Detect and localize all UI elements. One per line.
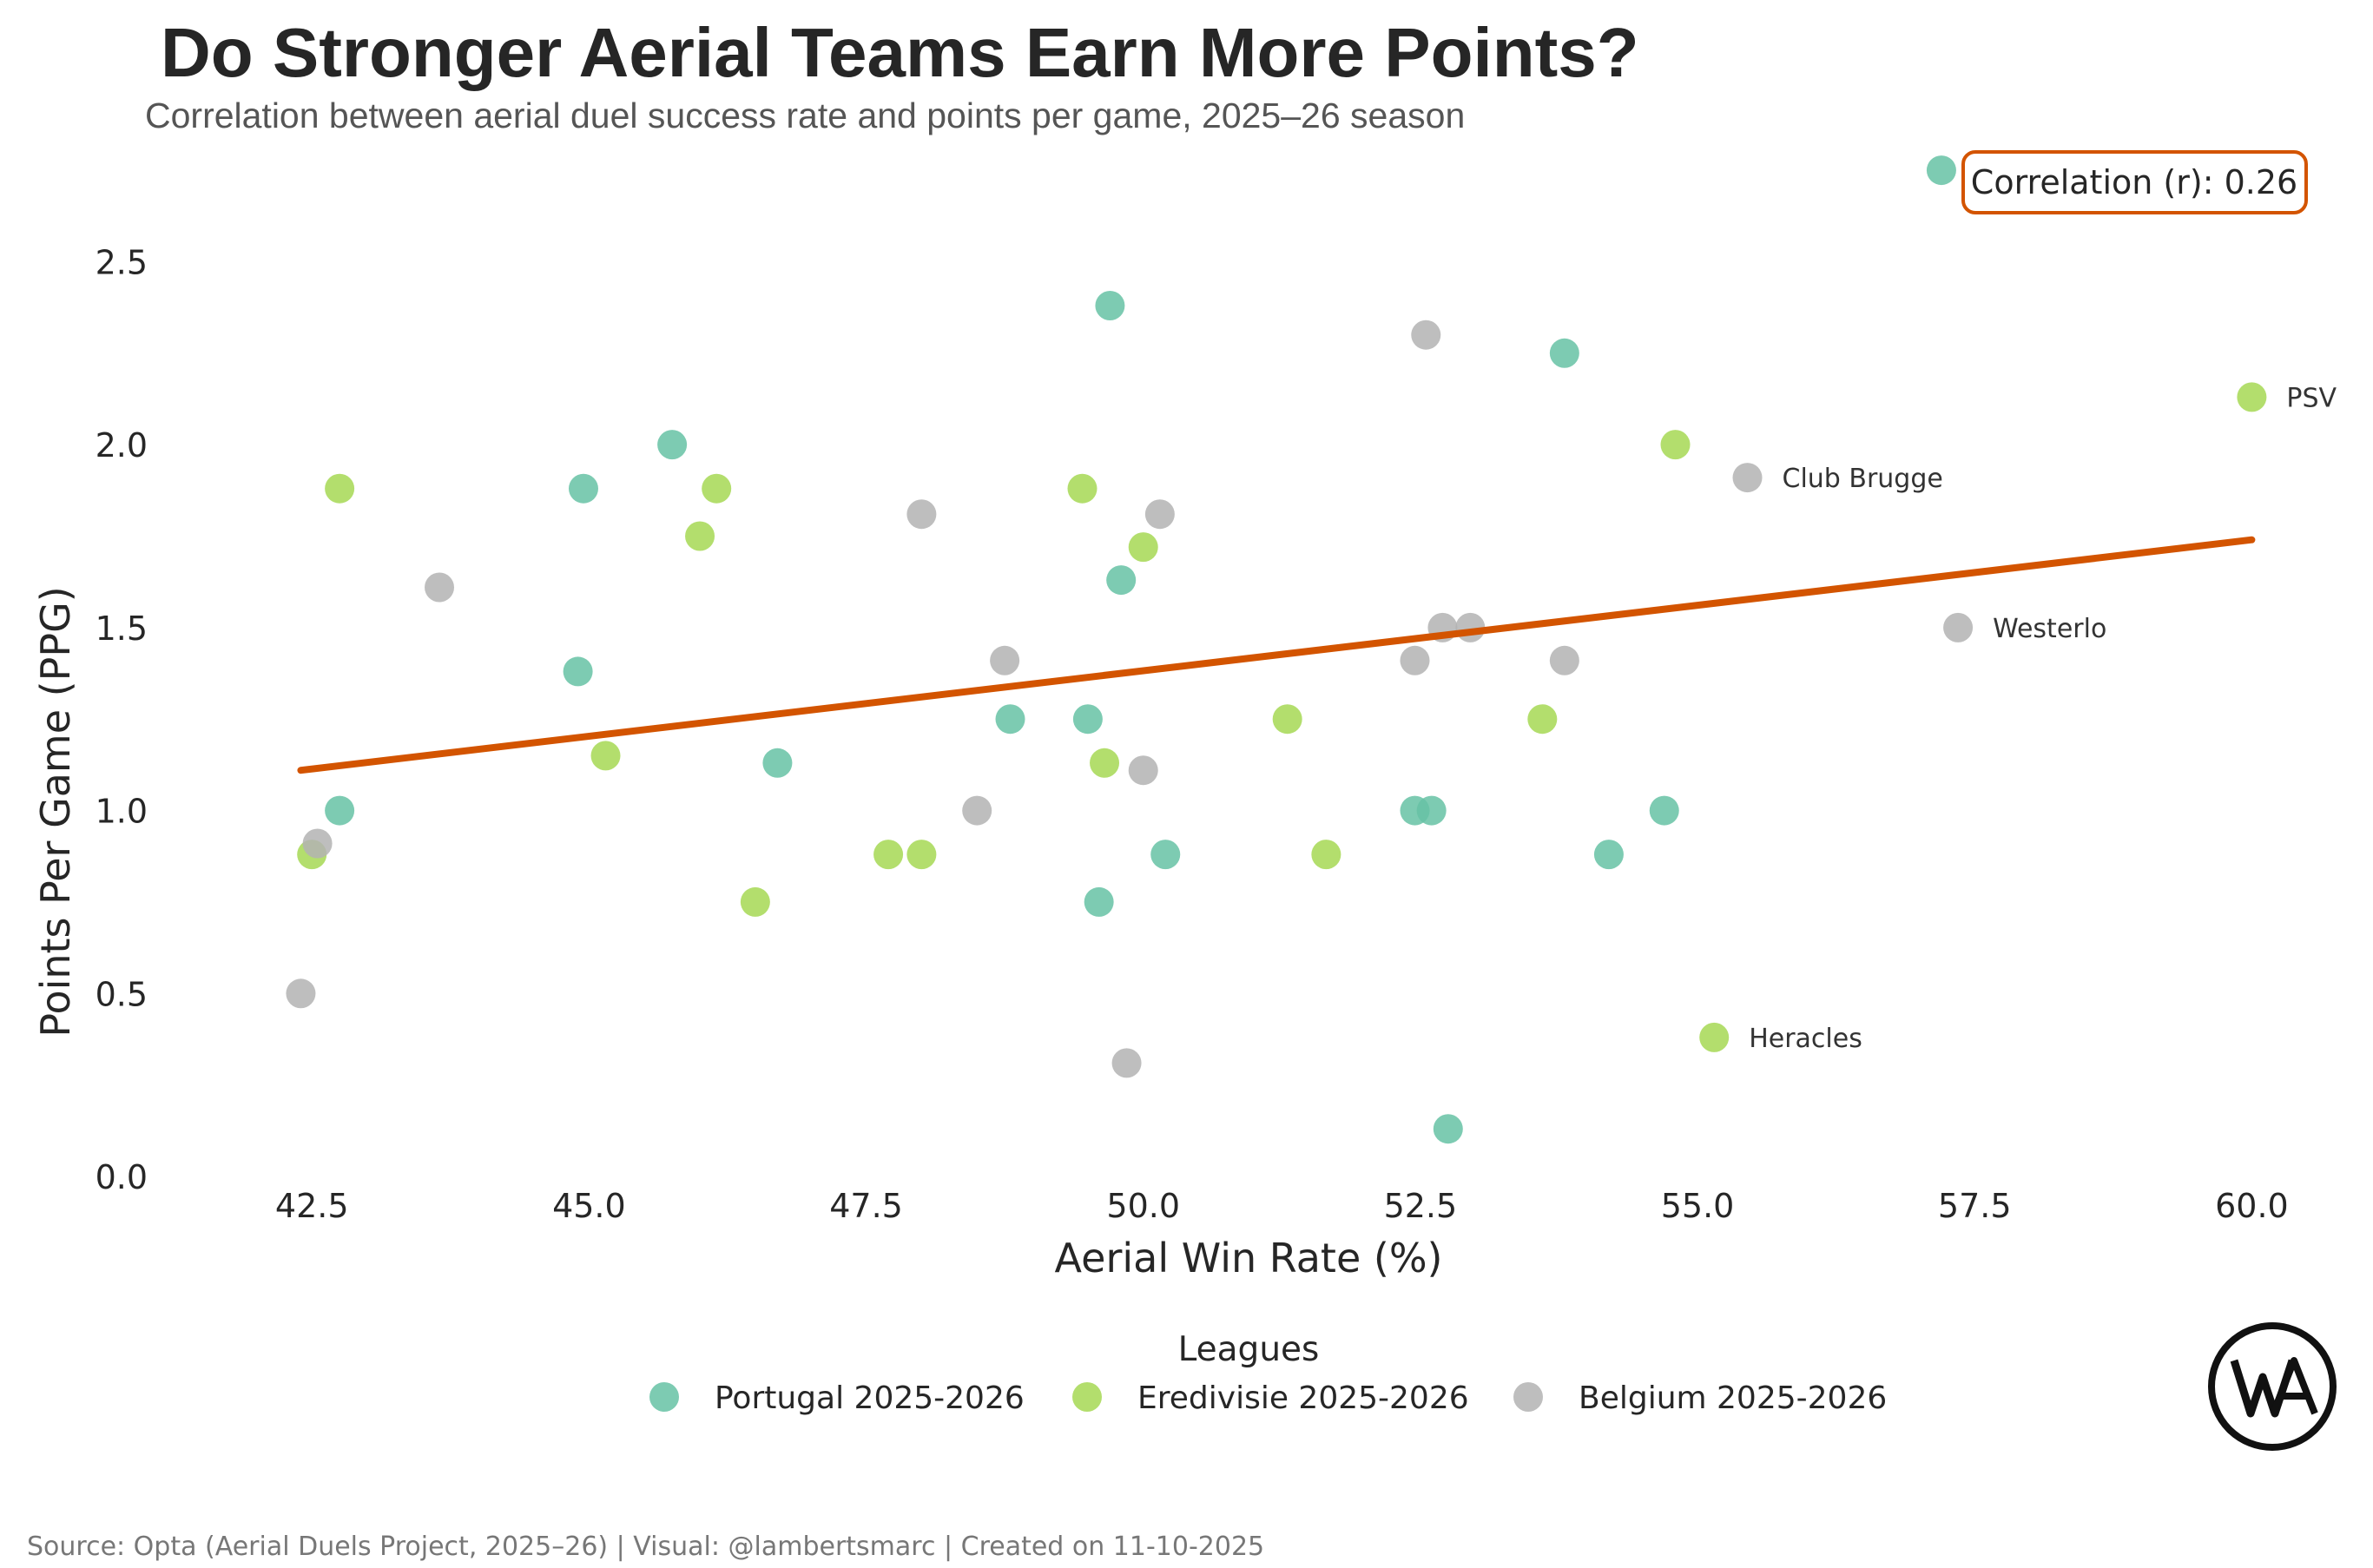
correlation-box: Correlation (r): 0.26 <box>1961 150 2308 214</box>
chart-title: Do Stronger Aerial Teams Earn More Point… <box>161 14 1639 91</box>
data-point <box>1150 840 1181 870</box>
data-point <box>740 886 770 917</box>
data-point <box>1311 840 1341 870</box>
x-tick-label: 55.0 <box>1661 1187 1735 1225</box>
data-point <box>1411 320 1441 350</box>
y-tick-label: 1.5 <box>96 609 148 648</box>
y-tick-label: 2.5 <box>96 243 148 281</box>
data-point <box>685 521 715 551</box>
data-point <box>702 473 732 504</box>
legend-label: Eredivisie 2025-2026 <box>1137 1380 1469 1416</box>
data-point <box>1527 704 1558 735</box>
data-point <box>1699 1022 1730 1052</box>
data-point <box>1111 1048 1142 1078</box>
trend-line <box>297 536 2256 774</box>
data-point <box>1400 645 1430 675</box>
data-point <box>2237 382 2267 412</box>
data-point <box>1090 748 1120 778</box>
x-tick-label: 42.5 <box>275 1187 349 1225</box>
legend-marker <box>1072 1382 1102 1412</box>
data-point <box>873 840 904 870</box>
y-tick-label: 1.0 <box>96 793 148 831</box>
data-point <box>1084 886 1114 917</box>
logo-ring <box>2208 1322 2337 1451</box>
data-point <box>1128 755 1158 786</box>
data-point <box>1943 612 1974 642</box>
data-point <box>1067 473 1098 504</box>
x-tick-label: 45.0 <box>552 1187 626 1225</box>
y-tick-label: 2.0 <box>96 426 148 464</box>
data-point <box>962 795 992 826</box>
data-point <box>425 572 455 603</box>
point-annotations: PSV Heracles Club Brugge Westerlo <box>1749 383 2337 1054</box>
legend-label: Portugal 2025-2026 <box>715 1380 1025 1416</box>
x-tick-label: 60.0 <box>2215 1187 2289 1225</box>
legend: Portugal 2025-2026 Eredivisie 2025-2026 Be… <box>649 1380 1887 1416</box>
x-axis-ticks: 42.5 45.0 47.5 50.0 52.5 55.0 57.5 60.0 <box>275 1187 2289 1225</box>
data-point <box>1649 795 1679 826</box>
data-point <box>286 978 316 1009</box>
point-annotation: Westerlo <box>1993 614 2106 644</box>
correlation-box-border <box>1961 150 2308 214</box>
legend-marker <box>649 1382 679 1412</box>
x-tick-label: 52.5 <box>1384 1187 1458 1225</box>
legend-marker <box>1513 1382 1543 1412</box>
data-point <box>1549 645 1579 675</box>
data-point <box>1095 291 1125 320</box>
data-point <box>1732 463 1763 493</box>
data-point <box>1106 565 1137 596</box>
logo-a-mark <box>2270 1357 2318 1415</box>
y-axis-label: Points Per Game (PPG) <box>32 586 79 1037</box>
y-tick-label: 0.0 <box>96 1158 148 1196</box>
data-points <box>286 155 2267 1144</box>
y-axis-ticks: 0.0 0.5 1.0 1.5 2.0 2.5 <box>96 243 148 1196</box>
legend-label: Belgium 2025-2026 <box>1579 1380 1887 1416</box>
data-point <box>657 430 688 460</box>
data-point <box>1072 704 1103 735</box>
data-point <box>590 741 621 771</box>
x-tick-label: 50.0 <box>1106 1187 1180 1225</box>
point-annotation: Club Brugge <box>1783 464 1943 494</box>
data-point <box>1593 840 1624 870</box>
data-point <box>1272 704 1302 735</box>
data-point <box>906 499 937 530</box>
data-point <box>568 473 598 504</box>
x-axis-label: Aerial Win Rate (%) <box>1055 1235 1443 1281</box>
data-point <box>302 828 333 859</box>
wa-logo-icon <box>2208 1322 2337 1451</box>
data-point <box>1926 155 1956 186</box>
data-point <box>325 795 355 826</box>
data-point <box>1433 1114 1463 1144</box>
data-point <box>906 840 937 870</box>
data-point <box>325 473 355 504</box>
point-annotation: PSV <box>2286 383 2337 413</box>
legend-title: Leagues <box>1178 1330 1320 1369</box>
y-tick-label: 0.5 <box>96 975 148 1013</box>
data-point <box>990 645 1020 675</box>
data-point <box>1660 430 1691 460</box>
x-tick-label: 57.5 <box>1938 1187 2012 1225</box>
correlation-label: Correlation (r): 0.26 <box>1971 163 2297 201</box>
data-point <box>563 656 593 687</box>
data-point <box>995 704 1025 735</box>
data-point <box>1549 338 1579 368</box>
data-point <box>1128 532 1158 563</box>
source-footer: Source: Opta (Aerial Duels Project, 2025… <box>27 1532 1264 1562</box>
data-point <box>1144 499 1175 530</box>
data-point <box>762 748 793 778</box>
point-annotation: Heracles <box>1749 1024 1862 1054</box>
x-tick-label: 47.5 <box>829 1187 903 1225</box>
chart-subtitle: Correlation between aerial duel success … <box>145 96 1465 135</box>
data-point <box>1416 795 1447 826</box>
